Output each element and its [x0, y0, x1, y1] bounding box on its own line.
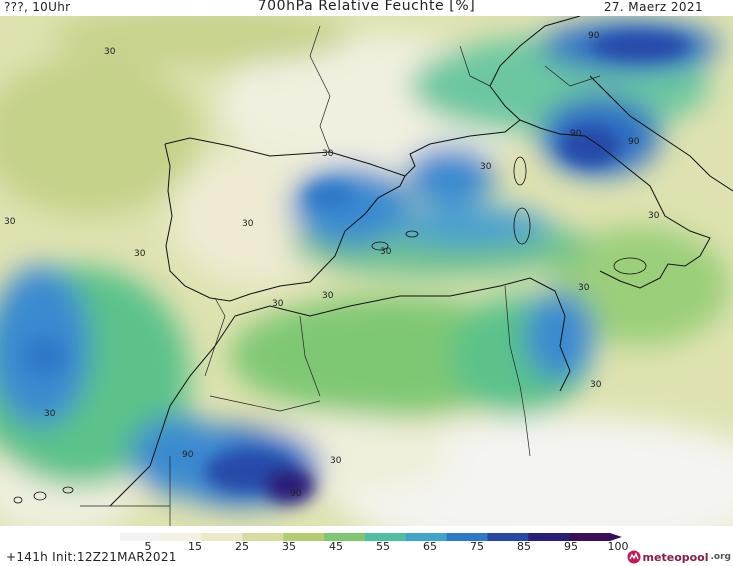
- legend-tick-label: 95: [564, 540, 578, 553]
- isoline-label: 30: [380, 247, 392, 257]
- map-title: 700hPa Relative Feuchte [%]: [257, 0, 476, 14]
- run-info: +141h Init:12Z21MAR2021: [6, 550, 177, 564]
- isoline-label: 30: [272, 299, 284, 309]
- isoline-label: 30: [322, 291, 334, 301]
- humidity-map: 30 90 90 90 30 30 30 30 30 30 30 30 30 3…: [0, 6, 733, 556]
- legend-swatch: [487, 533, 529, 541]
- legend-swatch: [201, 533, 243, 541]
- isoline-label: 30: [104, 47, 116, 57]
- humidity-field: [0, 6, 733, 556]
- isoline-label: 90: [628, 137, 640, 147]
- legend-tick-label: 5: [144, 540, 152, 553]
- isoline-label: 30: [4, 217, 16, 227]
- forecast-time-label: ???, 10Uhr: [4, 0, 71, 14]
- legend-tick-label: 75: [470, 540, 484, 553]
- isoline-label: 30: [242, 219, 254, 229]
- legend-swatch: [160, 533, 203, 541]
- legend-tick-label: 15: [188, 540, 202, 553]
- logo-brand: meteopool: [642, 550, 709, 564]
- isoline-label: 30: [134, 249, 146, 259]
- legend-swatch: [528, 533, 570, 541]
- legend-tick-label: 65: [423, 540, 437, 553]
- logo-tld: .org: [710, 552, 731, 562]
- isoline-label: 30: [480, 162, 492, 172]
- legend-swatch: [242, 533, 284, 541]
- isoline-label: 30: [322, 149, 334, 159]
- isoline-labels: 30 90 90 90 30 30 30 30 30 30 30 30 30 3…: [4, 31, 660, 499]
- legend-arrow-tip: [610, 533, 622, 541]
- legend-swatch: [446, 533, 488, 541]
- legend-swatch: [569, 533, 611, 541]
- legend-swatch: [283, 533, 325, 541]
- isoline-label: 30: [590, 380, 602, 390]
- isoline-label: 30: [578, 283, 590, 293]
- isoline-label: 90: [290, 489, 302, 499]
- legend-swatch: [365, 533, 407, 541]
- coastlines: [109, 15, 733, 507]
- islands: [13, 156, 647, 504]
- legend-swatch: [324, 533, 366, 541]
- isoline-label: 90: [570, 129, 582, 139]
- legend-colorbar: [120, 533, 622, 541]
- humidity-peaks: [23, 32, 690, 504]
- isoline-label: 90: [588, 31, 600, 41]
- legend-swatch: [405, 533, 448, 541]
- isoline-label: 30: [330, 456, 342, 466]
- legend-tick-label: 100: [607, 540, 629, 553]
- isoline-label: 90: [182, 450, 194, 460]
- legend-swatch: [120, 533, 162, 541]
- color-legend: 5 15 25 35 45 55 65 75 85 95 100: [120, 528, 630, 554]
- isoline-label: 30: [648, 211, 660, 221]
- meteopool-logo[interactable]: meteopool .org: [627, 550, 731, 564]
- forecast-date: 27. Maerz 2021: [603, 0, 703, 14]
- legend-tick-label: 35: [282, 540, 296, 553]
- legend-tick-label: 55: [376, 540, 390, 553]
- country-borders: [80, 25, 601, 526]
- legend-tick-label: 45: [329, 540, 343, 553]
- logo-icon: [627, 550, 641, 564]
- map-canvas: 30 90 90 90 30 30 30 30 30 30 30 30 30 3…: [0, 6, 733, 556]
- legend-tick-label: 25: [235, 540, 249, 553]
- isoline-label: 30: [44, 409, 56, 419]
- legend-tick-label: 85: [517, 540, 531, 553]
